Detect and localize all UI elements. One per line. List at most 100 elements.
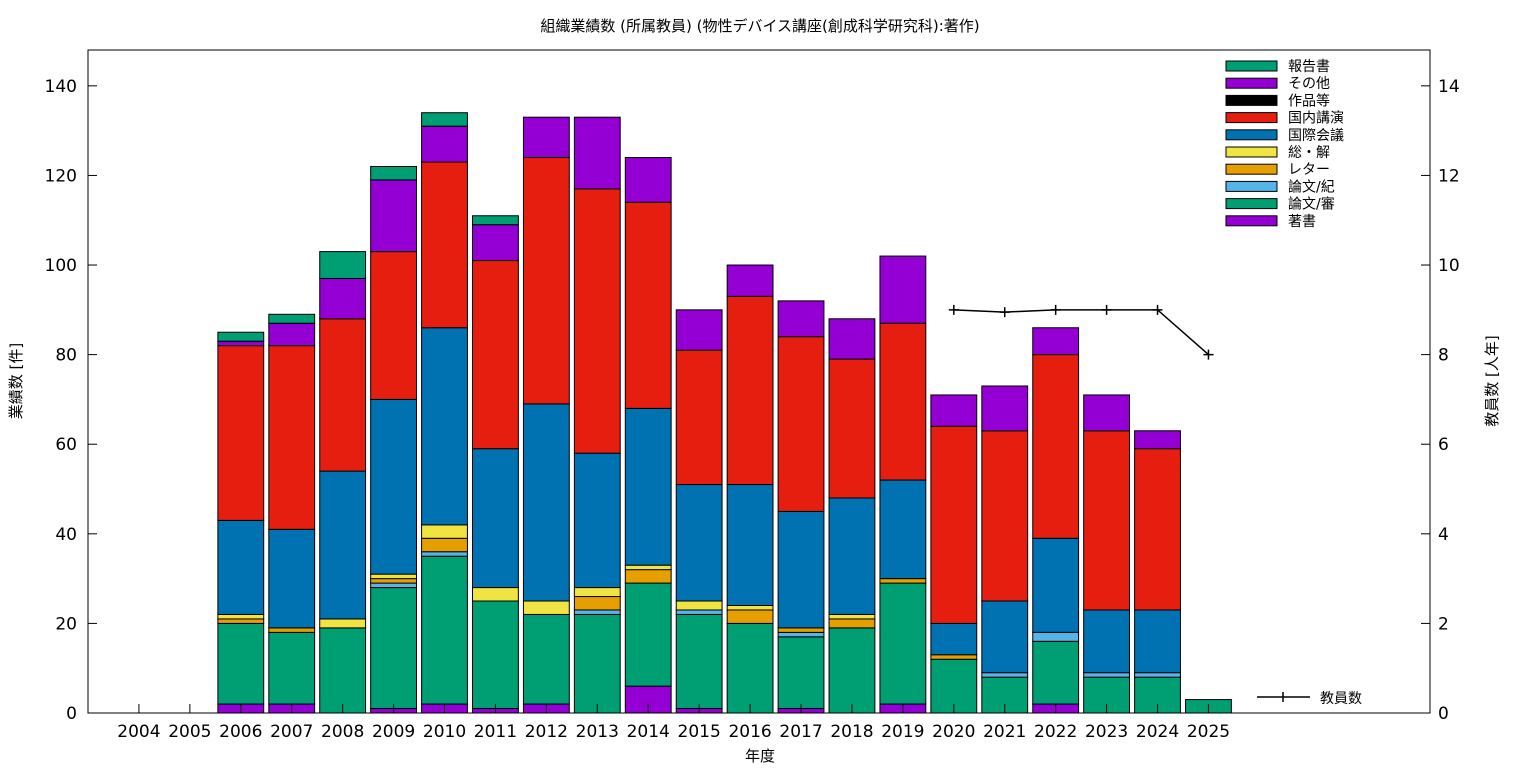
- x-tick-label: 2012: [525, 722, 568, 742]
- x-tick-label: 2006: [219, 722, 262, 742]
- bar-segment: [472, 600, 519, 710]
- bar-segment: [268, 528, 316, 629]
- bar-segment: [268, 627, 316, 633]
- bar-segment: [624, 407, 672, 566]
- bar-segment: [319, 470, 367, 620]
- bar-segment: [268, 345, 316, 530]
- bar-segment: [726, 604, 774, 611]
- bar-segment: [981, 672, 1029, 678]
- bar-segment: [1134, 448, 1181, 611]
- x-tick-label: 2025: [1187, 722, 1230, 742]
- bar-segment: [726, 295, 774, 486]
- bar-segment: [726, 264, 774, 297]
- y2-axis-label: 教員数 [人年]: [1483, 335, 1501, 426]
- bar-segment: [675, 309, 723, 351]
- bar-segment: [1032, 354, 1080, 539]
- legend-label: 報告書: [1288, 59, 1330, 75]
- bar-segment: [828, 627, 876, 714]
- bar-segment: [828, 618, 876, 629]
- bar-segment: [930, 425, 978, 624]
- y2-tick-label: 10: [1438, 256, 1460, 276]
- legend-label: その他: [1288, 76, 1330, 92]
- bar-segment: [1083, 430, 1131, 611]
- bar-segment: [573, 613, 621, 714]
- axes-layer: 0 20 40 60 80 100 120 140 0 2 4 6 8 10 12 14 2004 2005 200…: [45, 77, 1460, 742]
- legend-swatch: [1225, 77, 1278, 89]
- bar-segment: [726, 622, 774, 714]
- x-tick-label: 2009: [372, 722, 415, 742]
- x-tick-label: 2014: [627, 722, 670, 742]
- x-tick-label: 2004: [117, 722, 160, 742]
- plot-frame: [87, 49, 1431, 714]
- bar-segment: [930, 394, 978, 427]
- legend-swatch: [1225, 112, 1278, 124]
- bar-segment: [217, 622, 265, 705]
- bar-segment: [981, 600, 1029, 674]
- bar-segment: [624, 582, 672, 687]
- bar-segment: [573, 116, 621, 190]
- bar-segment: [370, 165, 417, 181]
- staff-point: [948, 304, 959, 315]
- bar-segment: [421, 537, 468, 553]
- bar-segment: [1032, 537, 1080, 633]
- legend-swatch: [1225, 146, 1278, 158]
- x-tick-label: 2008: [321, 722, 364, 742]
- bar-segment: [217, 613, 265, 620]
- bar-segment: [421, 555, 468, 705]
- y2-tick-label: 2: [1438, 614, 1449, 634]
- bar-segment: [828, 613, 876, 620]
- bar-segment: [472, 448, 519, 589]
- x-tick-label: 2022: [1034, 722, 1077, 742]
- bars-layer: [217, 112, 1232, 714]
- bar-segment: [472, 260, 519, 450]
- bar-segment: [1032, 640, 1080, 705]
- legend-label: 国際会議: [1288, 127, 1344, 144]
- bar-segment: [777, 336, 825, 512]
- bar-segment: [268, 322, 316, 347]
- bar-segment: [217, 340, 265, 347]
- bar-segment: [573, 188, 621, 454]
- staff-point: [1152, 304, 1163, 315]
- bar-segment: [777, 510, 825, 629]
- x-tick-label: 2018: [830, 722, 873, 742]
- x-tick-label: 2016: [728, 722, 771, 742]
- bar-segment: [217, 618, 265, 624]
- x-tick-label: 2005: [168, 722, 211, 742]
- bar-segment: [319, 627, 367, 714]
- bar-segment: [522, 116, 570, 159]
- y-tick-label: 120: [45, 166, 77, 186]
- bar-segment: [1134, 609, 1181, 674]
- bar-segment: [472, 587, 519, 602]
- bar-segment: [930, 622, 978, 656]
- y2-tick-label: 14: [1438, 77, 1460, 97]
- bar-segment: [370, 573, 417, 580]
- y-tick-label: 140: [45, 77, 77, 97]
- bar-segment: [319, 618, 367, 629]
- bar-segment: [1032, 631, 1080, 642]
- staff-line-layer: [948, 304, 1214, 360]
- bar-segment: [472, 224, 519, 262]
- staff-point: [1101, 304, 1112, 315]
- x-tick-label: 2024: [1136, 722, 1179, 742]
- bar-segment: [624, 157, 672, 203]
- legend-swatch: [1225, 180, 1278, 192]
- legend-swatch: [1225, 215, 1278, 227]
- chart-title: 組織業績数 (所属教員) (物性デバイス講座(創成科学研究科):著作): [540, 17, 979, 35]
- bar-segment: [1083, 394, 1131, 432]
- x-tick-label: 2007: [270, 722, 313, 742]
- bar-segment: [573, 587, 621, 598]
- x-tick-label: 2015: [678, 722, 721, 742]
- bar-segment: [624, 564, 672, 571]
- legend-label: 国内講演: [1288, 111, 1344, 127]
- bar-segment: [573, 452, 621, 589]
- bar-segment: [879, 479, 927, 580]
- y-tick-label: 20: [55, 614, 77, 634]
- bar-segment: [879, 255, 927, 324]
- bar-segment: [879, 322, 927, 481]
- legend-label: 作品等: [1288, 92, 1330, 109]
- y2-tick-label: 12: [1438, 166, 1460, 186]
- legend-label: 著書: [1288, 214, 1316, 230]
- bar-segment: [421, 551, 468, 557]
- bar-segment: [522, 600, 570, 615]
